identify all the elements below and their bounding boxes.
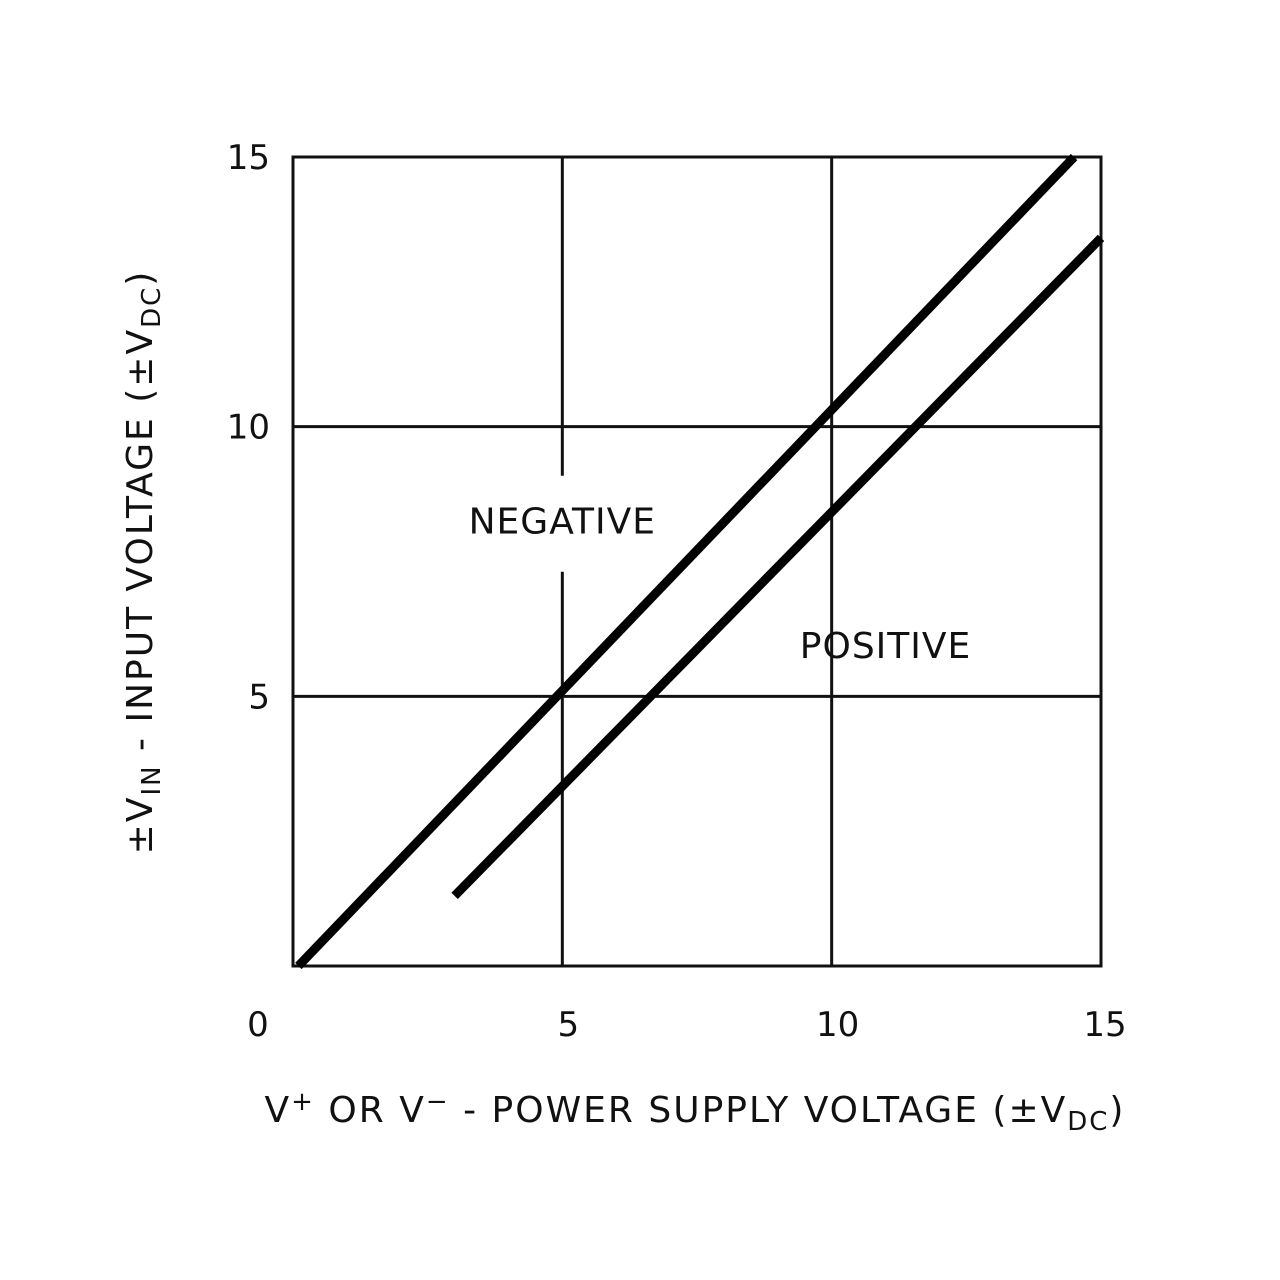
y-tick-labels: 5 10 15 bbox=[227, 138, 270, 717]
series-line-negative bbox=[295, 153, 1078, 970]
y-tick-label-15: 15 bbox=[227, 138, 270, 178]
x-tick-label-0: 0 bbox=[247, 1005, 269, 1045]
y-tick-label-10: 10 bbox=[227, 408, 270, 448]
x-tick-label-10: 10 bbox=[816, 1005, 859, 1045]
y-axis-label: ±VIN - INPUT VOLTAGE (±VDC) bbox=[120, 270, 167, 855]
x-axis-label: V+ OR V− - POWER SUPPLY VOLTAGE (±VDC) bbox=[265, 1087, 1126, 1136]
x-tick-labels: 0 5 10 15 bbox=[247, 1005, 1126, 1045]
x-tick-label-15: 15 bbox=[1083, 1005, 1126, 1045]
x-tick-label-5: 5 bbox=[558, 1005, 580, 1045]
series-lines bbox=[295, 153, 1105, 970]
grid bbox=[293, 157, 1101, 966]
series-label-positive: POSITIVE bbox=[800, 626, 972, 667]
series-label-negative: NEGATIVE bbox=[469, 502, 656, 543]
series-labels: NEGATIVE POSITIVE bbox=[469, 502, 972, 667]
plot-frame bbox=[291, 155, 1103, 968]
series-line-positive bbox=[451, 234, 1105, 900]
y-tick-label-5: 5 bbox=[248, 677, 270, 717]
